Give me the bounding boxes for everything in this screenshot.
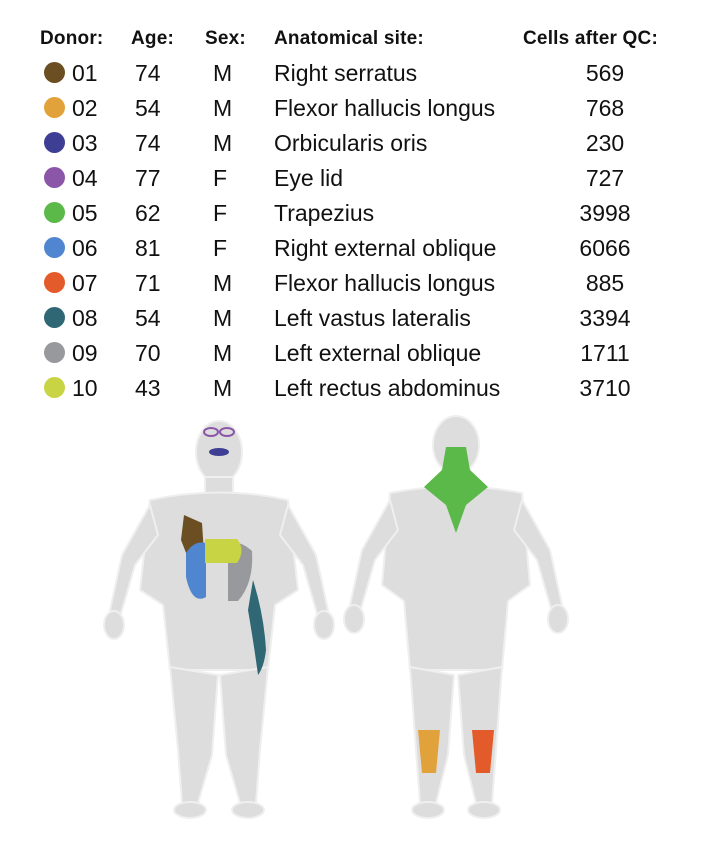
anatomical-site: Trapezius: [274, 200, 375, 226]
cells-after-qc: 230: [585, 130, 625, 156]
cells-after-qc: 3998: [579, 200, 631, 226]
flexor-hallucis-longus-region-donor-02: [418, 730, 440, 773]
donor-sex: F: [213, 235, 228, 261]
donor-age: 54: [135, 95, 161, 121]
donor-sex: M: [213, 95, 233, 121]
eye-lid-region-left: [219, 427, 235, 437]
donor-sex: F: [213, 200, 228, 226]
left-rectus-abdominus-region: [205, 539, 242, 563]
donor-sex: M: [213, 270, 233, 296]
donor-sex: M: [213, 340, 233, 366]
donor-age: 70: [135, 340, 161, 366]
eye-lid-region-right: [203, 427, 219, 437]
front-hand-left: [313, 610, 335, 640]
body-diagram: [103, 415, 569, 819]
table-row: 03 74 M Orbicularis oris 230: [0, 128, 717, 163]
anatomical-site: Right external oblique: [274, 235, 497, 261]
donor-age: 74: [135, 130, 161, 156]
cells-after-qc: 569: [585, 60, 625, 86]
donor-id: 04: [72, 165, 98, 191]
cells-after-qc: 6066: [579, 235, 631, 261]
flexor-hallucis-longus-region-donor-07: [472, 730, 494, 773]
donor-color-dot: [44, 62, 65, 83]
anatomical-site: Eye lid: [274, 165, 344, 191]
donor-id: 09: [72, 340, 98, 366]
anatomical-site: Left vastus lateralis: [274, 305, 471, 331]
table-row: 02 54 M Flexor hallucis longus 768: [0, 93, 717, 128]
front-body-figure: [103, 420, 335, 819]
back-foot-right: [467, 801, 501, 819]
header-anatomical-site: Anatomical site:: [274, 28, 424, 49]
header-age: Age:: [131, 28, 175, 49]
front-foot-right: [173, 801, 207, 819]
table-row: 09 70 M Left external oblique 1711: [0, 338, 717, 373]
donor-sex: M: [213, 375, 233, 401]
table-row: 04 77 F Eye lid 727: [0, 163, 717, 198]
donor-sex: F: [213, 165, 228, 191]
header-donor: Donor:: [40, 28, 104, 49]
front-torso: [138, 491, 300, 671]
donor-age: 71: [135, 270, 161, 296]
donor-sex: M: [213, 60, 233, 86]
cells-after-qc: 768: [585, 95, 625, 121]
donor-age: 77: [135, 165, 161, 191]
trapezius-region: [424, 447, 488, 533]
donor-id: 08: [72, 305, 98, 331]
back-torso: [380, 485, 532, 671]
cells-after-qc: 885: [585, 270, 625, 296]
front-leg-right: [168, 665, 220, 804]
table-row: 05 62 F Trapezius 3998: [0, 198, 717, 233]
donor-id: 03: [72, 130, 98, 156]
donor-id: 02: [72, 95, 98, 121]
cells-after-qc: 727: [585, 165, 625, 191]
anatomical-site: Orbicularis oris: [274, 130, 428, 156]
donor-color-dot: [44, 237, 65, 258]
anatomical-site: Left rectus abdominus: [274, 375, 501, 401]
donor-age: 74: [135, 60, 161, 86]
orbicularis-oris-region: [209, 448, 229, 456]
donor-color-dot: [44, 202, 65, 223]
donor-sex: M: [213, 130, 233, 156]
donor-age: 54: [135, 305, 161, 331]
header-cells-after-qc: Cells after QC:: [523, 28, 658, 49]
front-leg-left: [218, 665, 270, 804]
back-foot-left: [411, 801, 445, 819]
header-sex: Sex:: [205, 28, 246, 49]
cells-after-qc: 1711: [580, 340, 630, 366]
donor-id: 06: [72, 235, 98, 261]
donor-color-dot: [44, 377, 65, 398]
donor-id: 07: [72, 270, 98, 296]
donor-age: 62: [135, 200, 161, 226]
anatomical-site: Right serratus: [274, 60, 418, 86]
anatomical-site: Flexor hallucis longus: [274, 270, 496, 296]
left-vastus-lateralis-region: [248, 580, 266, 675]
table-row: 07 71 M Flexor hallucis longus 885: [0, 268, 717, 303]
donor-sex: M: [213, 305, 233, 331]
cells-after-qc: 3710: [579, 375, 631, 401]
donor-id: 10: [72, 375, 98, 401]
table-row: 08 54 M Left vastus lateralis 3394: [0, 303, 717, 338]
donor-color-dot: [44, 132, 65, 153]
back-hand-left: [343, 604, 365, 634]
front-hand-right: [103, 610, 125, 640]
donor-age: 43: [135, 375, 161, 401]
donor-age: 81: [135, 235, 161, 261]
anatomical-site: Left external oblique: [274, 340, 482, 366]
table-row: 06 81 F Right external oblique 6066: [0, 233, 717, 268]
donor-color-dot: [44, 97, 65, 118]
anatomical-site: Flexor hallucis longus: [274, 95, 496, 121]
donor-color-dot: [44, 342, 65, 363]
donor-color-dot: [44, 272, 65, 293]
right-external-oblique-region: [186, 542, 206, 599]
front-foot-left: [231, 801, 265, 819]
donor-id: 01: [72, 60, 98, 86]
donor-id: 05: [72, 200, 98, 226]
cells-after-qc: 3394: [579, 305, 631, 331]
back-hand-right: [547, 604, 569, 634]
table-row: 10 43 M Left rectus abdominus 3710: [0, 373, 717, 408]
donor-color-dot: [44, 167, 65, 188]
table-row: 01 74 M Right serratus 569: [0, 58, 717, 93]
donor-color-dot: [44, 307, 65, 328]
